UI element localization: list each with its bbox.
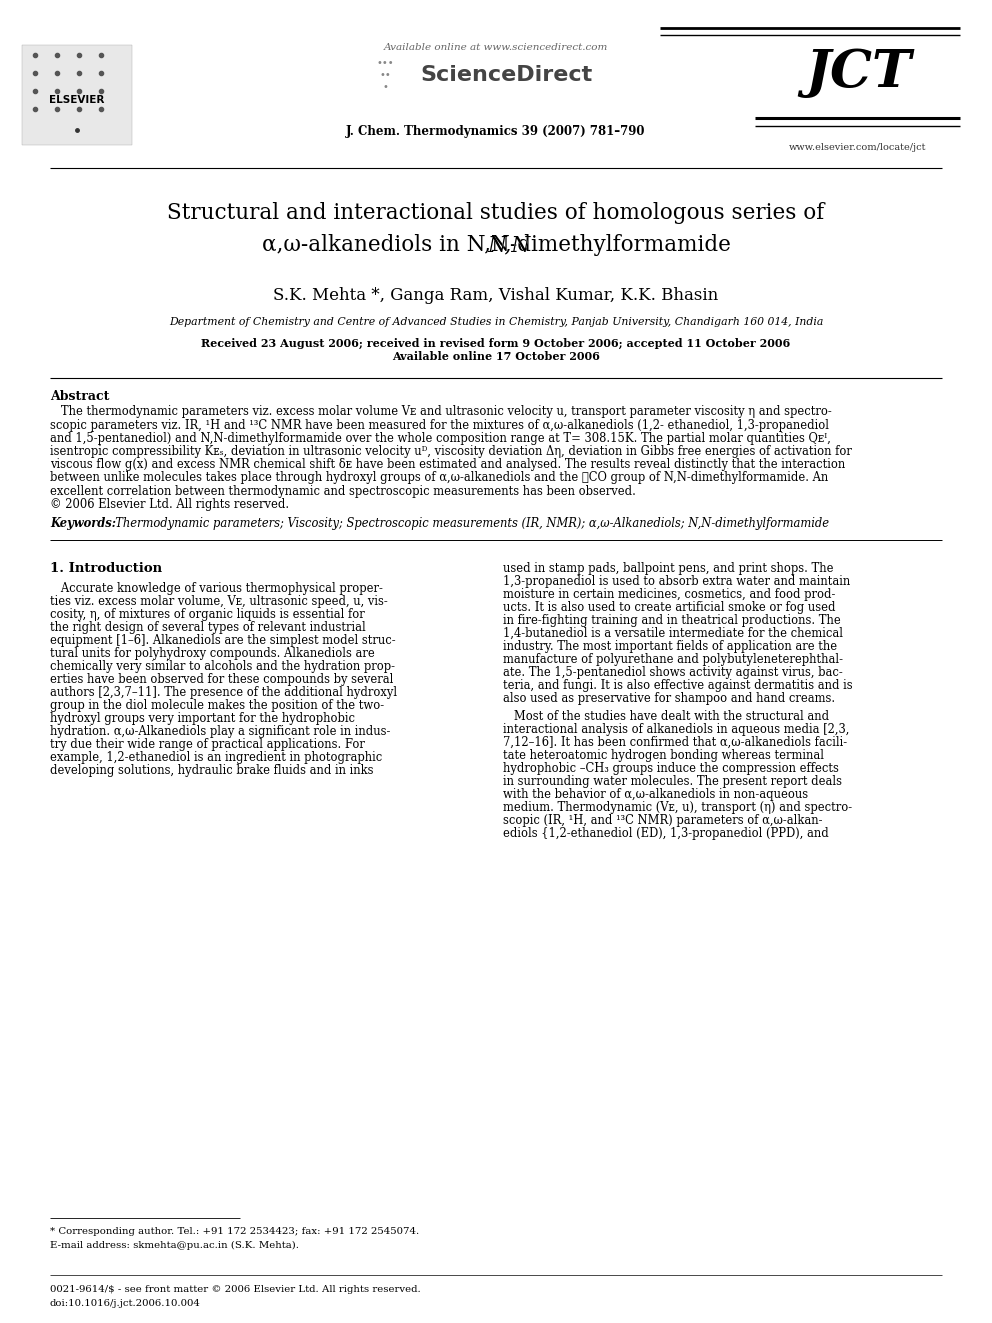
Text: S.K. Mehta *, Ganga Ram, Vishal Kumar, K.K. Bhasin: S.K. Mehta *, Ganga Ram, Vishal Kumar, K… (274, 287, 718, 303)
Text: hydroxyl groups very important for the hydrophobic: hydroxyl groups very important for the h… (50, 712, 355, 725)
Text: J. Chem. Thermodynamics 39 (2007) 781–790: J. Chem. Thermodynamics 39 (2007) 781–79… (346, 126, 646, 139)
Text: 1,4-butanediol is a versatile intermediate for the chemical: 1,4-butanediol is a versatile intermedia… (503, 627, 843, 640)
Text: © 2006 Elsevier Ltd. All rights reserved.: © 2006 Elsevier Ltd. All rights reserved… (50, 497, 289, 511)
Text: Accurate knowledge of various thermophysical proper-: Accurate knowledge of various thermophys… (50, 582, 383, 595)
Text: 0021-9614/$ - see front matter © 2006 Elsevier Ltd. All rights reserved.: 0021-9614/$ - see front matter © 2006 El… (50, 1286, 421, 1294)
Text: ucts. It is also used to create artificial smoke or fog used: ucts. It is also used to create artifici… (503, 601, 835, 614)
Text: α,ω-alkanediols in N,N-dimethylformamide: α,ω-alkanediols in N,N-dimethylformamide (262, 234, 730, 255)
Text: moisture in certain medicines, cosmetics, and food prod-: moisture in certain medicines, cosmetics… (503, 589, 835, 601)
Text: The thermodynamic parameters viz. excess molar volume Vᴇ and ultrasonic velocity: The thermodynamic parameters viz. excess… (50, 406, 831, 418)
Text: * Corresponding author. Tel.: +91 172 2534423; fax: +91 172 2545074.: * Corresponding author. Tel.: +91 172 25… (50, 1228, 420, 1237)
Text: erties have been observed for these compounds by several: erties have been observed for these comp… (50, 673, 394, 687)
Text: scopic (IR, ¹H, and ¹³C NMR) parameters of α,ω-alkan-: scopic (IR, ¹H, and ¹³C NMR) parameters … (503, 814, 822, 827)
Text: α,ω-alkanediols in N,N-dimethylformamide: α,ω-alkanediols in N,N-dimethylformamide (262, 234, 730, 255)
Text: hydrophobic –CH₃ groups induce the compression effects: hydrophobic –CH₃ groups induce the compr… (503, 762, 839, 775)
Text: 1. Introduction: 1. Introduction (50, 562, 162, 576)
Text: Abstract: Abstract (50, 389, 109, 402)
Text: N,N: N,N (488, 234, 531, 255)
Text: interactional analysis of alkanediols in aqueous media [2,3,: interactional analysis of alkanediols in… (503, 724, 849, 736)
Text: N,N: N,N (488, 234, 531, 255)
Text: example, 1,2-ethanediol is an ingredient in photographic: example, 1,2-ethanediol is an ingredient… (50, 751, 382, 765)
Text: Available online 17 October 2006: Available online 17 October 2006 (392, 352, 600, 363)
Text: between unlike molecules takes place through hydroxyl groups of α,ω-alkanediols : between unlike molecules takes place thr… (50, 471, 828, 484)
Text: and 1,5-pentanediol) and N,N-dimethylformamide over the whole composition range : and 1,5-pentanediol) and N,N-dimethylfor… (50, 431, 831, 445)
Text: authors [2,3,7–11]. The presence of the additional hydroxyl: authors [2,3,7–11]. The presence of the … (50, 687, 397, 699)
Text: ediols {1,2-ethanediol (ED), 1,3-propanediol (PPD), and: ediols {1,2-ethanediol (ED), 1,3-propane… (503, 827, 828, 840)
Text: cosity, η, of mixtures of organic liquids is essential for: cosity, η, of mixtures of organic liquid… (50, 609, 365, 620)
Text: tate heteroatomic hydrogen bonding whereas terminal: tate heteroatomic hydrogen bonding where… (503, 749, 824, 762)
Text: teria, and fungi. It is also effective against dermatitis and is: teria, and fungi. It is also effective a… (503, 679, 853, 692)
Text: excellent correlation between thermodynamic and spectroscopic measurements has b: excellent correlation between thermodyna… (50, 484, 636, 497)
Text: group in the diol molecule makes the position of the two-: group in the diol molecule makes the pos… (50, 699, 384, 712)
Text: JCT: JCT (805, 46, 911, 98)
Bar (22, 45, 132, 146)
Text: 7,12–16]. It has been confirmed that α,ω-alkanediols facili-: 7,12–16]. It has been confirmed that α,ω… (503, 736, 847, 749)
Text: hydration. α,ω-Alkanediols play a significant role in indus-: hydration. α,ω-Alkanediols play a signif… (50, 725, 391, 738)
Text: medium. Thermodynamic (Vᴇ, u), transport (η) and spectro-: medium. Thermodynamic (Vᴇ, u), transport… (503, 802, 852, 814)
Text: E-mail address: skmehta@pu.ac.in (S.K. Mehta).: E-mail address: skmehta@pu.ac.in (S.K. M… (50, 1241, 299, 1249)
Text: Thermodynamic parameters; Viscosity; Spectroscopic measurements (IR, NMR); α,ω-A: Thermodynamic parameters; Viscosity; Spe… (108, 517, 829, 531)
Text: chemically very similar to alcohols and the hydration prop-: chemically very similar to alcohols and … (50, 660, 395, 673)
Text: isentropic compressibility Kᴇₛ, deviation in ultrasonic velocity uᴰ, viscosity d: isentropic compressibility Kᴇₛ, deviatio… (50, 445, 852, 458)
Text: ate. The 1,5-pentanediol shows activity against virus, bac-: ate. The 1,5-pentanediol shows activity … (503, 665, 843, 679)
Text: Department of Chemistry and Centre of Advanced Studies in Chemistry, Panjab Univ: Department of Chemistry and Centre of Ad… (169, 318, 823, 327)
Text: industry. The most important fields of application are the: industry. The most important fields of a… (503, 640, 837, 654)
Text: Available online at www.sciencedirect.com: Available online at www.sciencedirect.co… (384, 42, 608, 52)
Text: scopic parameters viz. IR, ¹H and ¹³C NMR have been measured for the mixtures of: scopic parameters viz. IR, ¹H and ¹³C NM… (50, 418, 829, 431)
Text: Most of the studies have dealt with the structural and: Most of the studies have dealt with the … (503, 710, 829, 724)
Text: tural units for polyhydroxy compounds. Alkanediols are: tural units for polyhydroxy compounds. A… (50, 647, 375, 660)
Text: used in stamp pads, ballpoint pens, and print shops. The: used in stamp pads, ballpoint pens, and … (503, 562, 833, 576)
Text: also used as preservative for shampoo and hand creams.: also used as preservative for shampoo an… (503, 692, 835, 705)
Text: manufacture of polyurethane and polybutyleneterephthal-: manufacture of polyurethane and polybuty… (503, 654, 843, 665)
Text: in fire-fighting training and in theatrical productions. The: in fire-fighting training and in theatri… (503, 614, 841, 627)
Text: equipment [1–6]. Alkanediols are the simplest model struc-: equipment [1–6]. Alkanediols are the sim… (50, 634, 396, 647)
Text: Structural and interactional studies of homologous series of: Structural and interactional studies of … (168, 202, 824, 224)
Text: in surrounding water molecules. The present report deals: in surrounding water molecules. The pres… (503, 775, 842, 789)
Text: ties viz. excess molar volume, Vᴇ, ultrasonic speed, u, vis-: ties viz. excess molar volume, Vᴇ, ultra… (50, 595, 388, 609)
Text: ELSEVIER: ELSEVIER (50, 95, 105, 105)
Text: with the behavior of α,ω-alkanediols in non-aqueous: with the behavior of α,ω-alkanediols in … (503, 789, 808, 802)
Text: developing solutions, hydraulic brake fluids and in inks: developing solutions, hydraulic brake fl… (50, 765, 374, 777)
Text: ScienceDirect: ScienceDirect (420, 65, 592, 85)
Text: 1,3-propanediol is used to absorb extra water and maintain: 1,3-propanediol is used to absorb extra … (503, 576, 850, 589)
Text: Received 23 August 2006; received in revised form 9 October 2006; accepted 11 Oc: Received 23 August 2006; received in rev… (201, 337, 791, 348)
Text: the right design of several types of relevant industrial: the right design of several types of rel… (50, 620, 366, 634)
Text: www.elsevier.com/locate/jct: www.elsevier.com/locate/jct (790, 143, 927, 152)
Text: •••
••
•: ••• •• • (376, 58, 394, 91)
Text: try due their wide range of practical applications. For: try due their wide range of practical ap… (50, 738, 365, 751)
Text: doi:10.1016/j.jct.2006.10.004: doi:10.1016/j.jct.2006.10.004 (50, 1298, 200, 1307)
Text: Keywords:: Keywords: (50, 517, 116, 531)
Text: viscous flow g(x) and excess NMR chemical shift δᴇ have been estimated and analy: viscous flow g(x) and excess NMR chemica… (50, 458, 845, 471)
